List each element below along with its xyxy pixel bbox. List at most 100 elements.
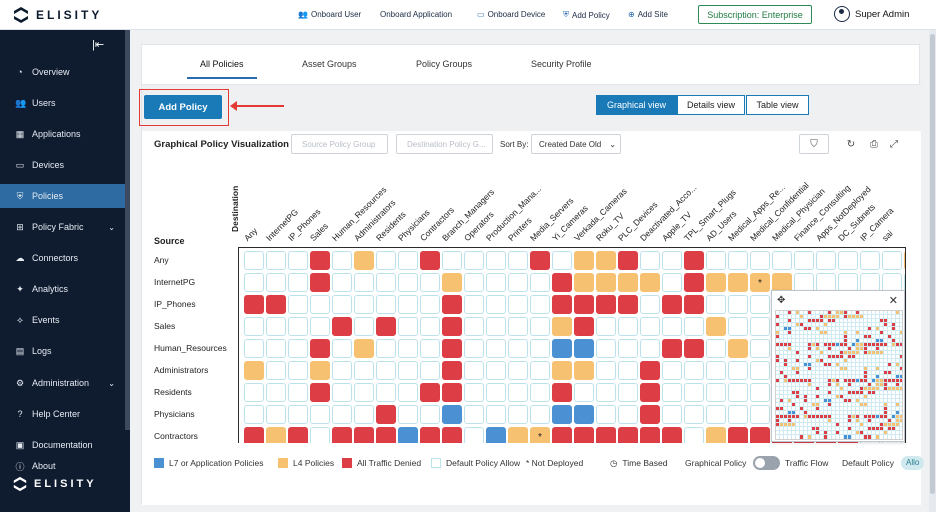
matrix-cell[interactable] (486, 317, 506, 336)
close-icon[interactable]: ✕ (888, 295, 898, 307)
matrix-cell[interactable] (486, 273, 506, 292)
matrix-cell[interactable] (398, 383, 418, 402)
matrix-cell[interactable] (728, 361, 748, 380)
matrix-cell[interactable] (310, 317, 330, 336)
matrix-cell[interactable] (398, 273, 418, 292)
sidebar-item-users[interactable]: 👥 Users (0, 91, 125, 115)
matrix-cell[interactable] (244, 317, 264, 336)
matrix-cell[interactable] (288, 405, 308, 424)
details-view-button[interactable]: Details view (677, 95, 745, 115)
matrix-cell[interactable] (574, 317, 594, 336)
matrix-cell[interactable] (684, 317, 704, 336)
matrix-cell[interactable] (662, 273, 682, 292)
tab-asset-groups[interactable]: Asset Groups (302, 59, 357, 69)
matrix-cell[interactable] (354, 251, 374, 270)
matrix-cell[interactable] (596, 427, 616, 443)
export-button[interactable]: ⎙ (866, 134, 882, 154)
matrix-cell[interactable] (288, 427, 308, 443)
matrix-cell[interactable] (398, 251, 418, 270)
matrix-cell[interactable] (640, 251, 660, 270)
matrix-cell[interactable] (310, 339, 330, 358)
matrix-cell[interactable] (618, 383, 638, 402)
sidebar-item-events[interactable]: ⟡ Events (0, 308, 125, 332)
matrix-cell[interactable] (310, 427, 330, 443)
matrix-cell[interactable] (574, 339, 594, 358)
onboard-user-link[interactable]: 👥 Onboard User (298, 10, 361, 19)
matrix-cell[interactable] (684, 405, 704, 424)
matrix-cell[interactable] (244, 427, 264, 443)
matrix-cell[interactable] (376, 295, 396, 314)
matrix-cell[interactable] (574, 427, 594, 443)
matrix-cell[interactable] (552, 295, 572, 314)
matrix-cell[interactable] (376, 251, 396, 270)
add-policy-link[interactable]: ⛨ Add Policy (563, 10, 610, 20)
matrix-cell[interactable] (332, 361, 352, 380)
matrix-cell[interactable] (618, 405, 638, 424)
matrix-cell[interactable] (552, 273, 572, 292)
matrix-cell[interactable] (596, 251, 616, 270)
matrix-cell[interactable] (530, 383, 550, 402)
matrix-cell[interactable] (508, 405, 528, 424)
matrix-cell[interactable] (266, 339, 286, 358)
matrix-cell[interactable] (332, 251, 352, 270)
matrix-cell[interactable] (266, 295, 286, 314)
matrix-cell[interactable] (728, 295, 748, 314)
tab-all-policies[interactable]: All Policies (200, 59, 244, 69)
matrix-cell[interactable] (530, 339, 550, 358)
matrix-cell[interactable] (706, 383, 726, 402)
sidebar-item-analytics[interactable]: ✦ Analytics (0, 277, 125, 301)
matrix-cell[interactable] (618, 295, 638, 314)
matrix-cell[interactable] (662, 339, 682, 358)
matrix-cell[interactable] (244, 405, 264, 424)
matrix-cell[interactable] (486, 339, 506, 358)
matrix-cell[interactable] (574, 295, 594, 314)
matrix-cell[interactable] (706, 273, 726, 292)
matrix-cell[interactable] (728, 383, 748, 402)
matrix-cell[interactable] (332, 273, 352, 292)
matrix-cell[interactable] (728, 405, 748, 424)
matrix-cell[interactable] (310, 251, 330, 270)
tab-security-profile[interactable]: Security Profile (531, 59, 592, 69)
matrix-cell[interactable] (552, 361, 572, 380)
matrix-cell[interactable] (442, 317, 462, 336)
sidebar-item-help-center[interactable]: ? Help Center (0, 402, 125, 426)
matrix-cell[interactable] (420, 427, 440, 443)
matrix-cell[interactable] (508, 317, 528, 336)
matrix-cell[interactable] (464, 317, 484, 336)
matrix-cell[interactable] (442, 295, 462, 314)
matrix-cell[interactable] (640, 405, 660, 424)
matrix-cell[interactable] (244, 383, 264, 402)
matrix-cell[interactable] (442, 273, 462, 292)
matrix-cell[interactable] (244, 295, 264, 314)
matrix-cell[interactable] (486, 361, 506, 380)
matrix-cell[interactable] (464, 273, 484, 292)
matrix-cell[interactable] (420, 339, 440, 358)
matrix-cell[interactable] (442, 361, 462, 380)
default-policy-select[interactable]: Allo (901, 456, 925, 470)
matrix-cell[interactable] (420, 251, 440, 270)
matrix-cell[interactable] (266, 251, 286, 270)
matrix-cell[interactable] (530, 251, 550, 270)
matrix-cell[interactable] (266, 383, 286, 402)
source-policy-group-input[interactable]: Source Policy Group (291, 134, 388, 154)
matrix-cell[interactable] (552, 251, 572, 270)
matrix-cell[interactable] (288, 361, 308, 380)
matrix-cell[interactable] (640, 339, 660, 358)
matrix-cell[interactable] (750, 427, 770, 443)
matrix-cell[interactable] (288, 273, 308, 292)
matrix-cell[interactable] (332, 383, 352, 402)
matrix-cell[interactable] (530, 405, 550, 424)
matrix-cell[interactable] (244, 361, 264, 380)
matrix-cell[interactable] (266, 405, 286, 424)
matrix-cell[interactable] (640, 361, 660, 380)
matrix-cell[interactable] (596, 383, 616, 402)
matrix-cell[interactable] (618, 317, 638, 336)
matrix-cell[interactable] (442, 339, 462, 358)
sidebar-scrollbar[interactable] (125, 30, 130, 430)
filter-button[interactable]: ⛉ (799, 134, 829, 154)
matrix-cell[interactable] (332, 427, 352, 443)
user-menu[interactable]: Super Admin (834, 6, 909, 22)
matrix-cell[interactable] (398, 405, 418, 424)
matrix-cell[interactable] (486, 427, 506, 443)
matrix-cell[interactable] (728, 251, 748, 270)
